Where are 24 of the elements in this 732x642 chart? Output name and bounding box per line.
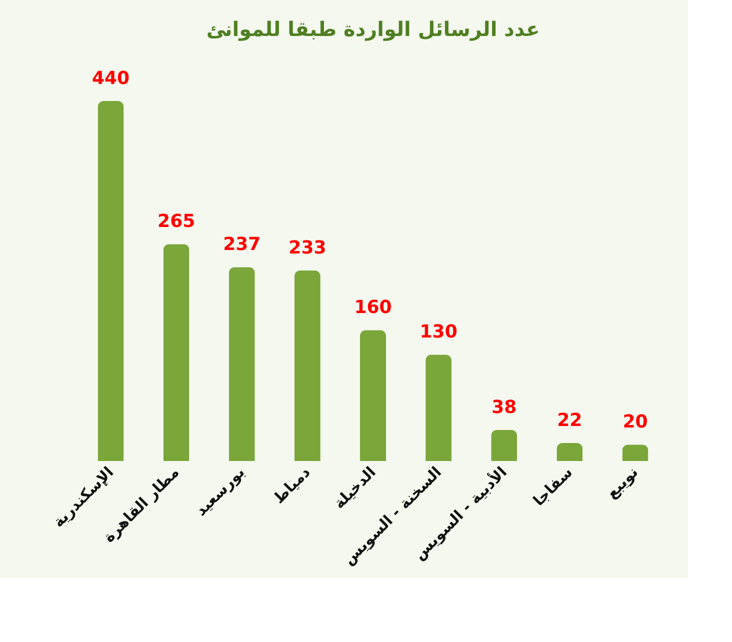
data-label: 440	[92, 68, 130, 89]
data-label: 20	[622, 412, 648, 433]
data-label: 160	[354, 297, 392, 318]
bar	[294, 270, 320, 461]
bar	[426, 354, 452, 461]
x-tick-label: نويبع	[602, 463, 642, 502]
data-label: 38	[492, 396, 517, 418]
bar	[491, 430, 518, 461]
data-label: 265	[158, 211, 196, 232]
data-label: 22	[557, 410, 582, 431]
chart-title: عدد الرسائل الواردة طبقا للموانئ	[206, 17, 540, 41]
bar	[98, 101, 124, 461]
bar	[556, 443, 583, 461]
x-tick-label: بورسعيد	[192, 463, 248, 520]
x-tick-label: دمياط	[270, 462, 314, 508]
bar	[228, 267, 255, 461]
bar	[622, 444, 648, 461]
data-label: 233	[288, 237, 326, 258]
data-label: 237	[223, 234, 261, 256]
data-label: 130	[420, 322, 458, 343]
bar	[360, 330, 386, 461]
x-tick-label: الدخيلة	[330, 463, 380, 512]
x-tick-label: سفاجا	[530, 463, 576, 510]
bar	[163, 244, 190, 461]
